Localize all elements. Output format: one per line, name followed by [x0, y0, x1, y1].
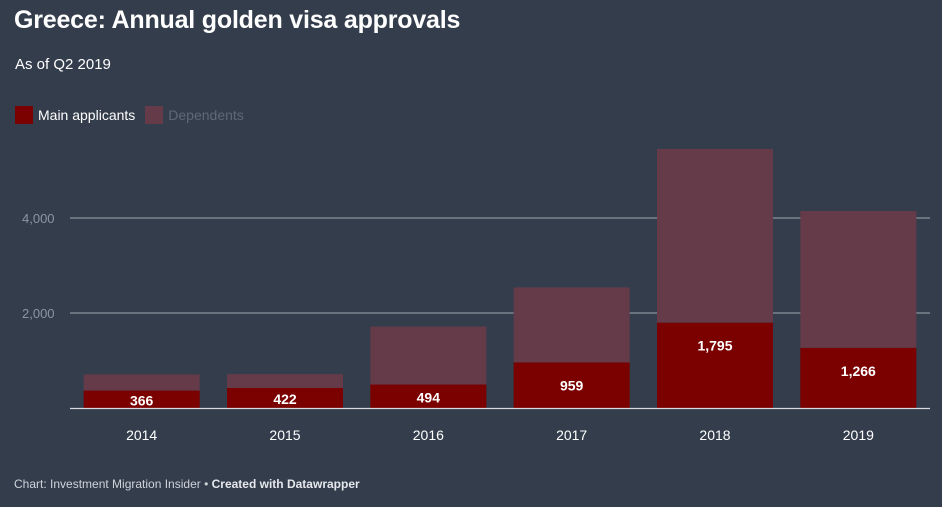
- x-tick-label: 2019: [843, 427, 874, 443]
- y-tick-label: 2,000: [22, 306, 55, 321]
- bar-main: [800, 347, 917, 408]
- bar-dependents: [83, 374, 200, 391]
- bar-value-label: 422: [273, 391, 297, 407]
- bar-dependents: [227, 374, 343, 388]
- chart-title: Greece: Annual golden visa approvals: [14, 6, 461, 34]
- bar-value-label: 366: [130, 392, 154, 408]
- bar-main: [370, 384, 487, 408]
- x-tick-label: 2018: [699, 427, 730, 443]
- footer-source: Chart: Investment Migration Insider: [14, 477, 201, 491]
- legend-label-dependents: Dependents: [168, 107, 244, 123]
- x-tick-label: 2017: [556, 427, 587, 443]
- bar-value-label: 1,266: [841, 363, 876, 379]
- bar-value-label: 959: [560, 377, 584, 393]
- legend-swatch-main: [15, 106, 33, 124]
- chart-subtitle: As of Q2 2019: [15, 56, 111, 73]
- bar-dependents: [657, 148, 773, 323]
- footer-credit: Created with Datawrapper: [211, 477, 360, 491]
- bar-dependents: [370, 326, 487, 385]
- y-tick-label: 4,000: [22, 211, 55, 226]
- footer-separator: •: [200, 477, 212, 491]
- bar-dependents: [800, 211, 917, 348]
- x-tick-label: 2014: [126, 427, 157, 443]
- x-tick-label: 2016: [413, 427, 444, 443]
- bar-value-label: 494: [417, 389, 441, 405]
- bar-main: [83, 390, 200, 408]
- bar-value-label: 1,795: [697, 338, 732, 354]
- legend-swatch-dependents: [145, 106, 164, 124]
- bar-main: [657, 322, 773, 408]
- footer: Chart: Investment Migration Insider • Cr…: [14, 477, 360, 491]
- bar-dependents: [513, 287, 630, 363]
- legend-label-main: Main applicants: [38, 107, 136, 123]
- bar-main: [227, 387, 343, 408]
- legend: Main applicants Dependents: [15, 106, 254, 124]
- legend-item-dependents: Dependents: [145, 106, 244, 124]
- legend-item-main: Main applicants: [15, 106, 135, 124]
- x-tick-label: 2015: [269, 427, 300, 443]
- bar-main: [513, 362, 630, 408]
